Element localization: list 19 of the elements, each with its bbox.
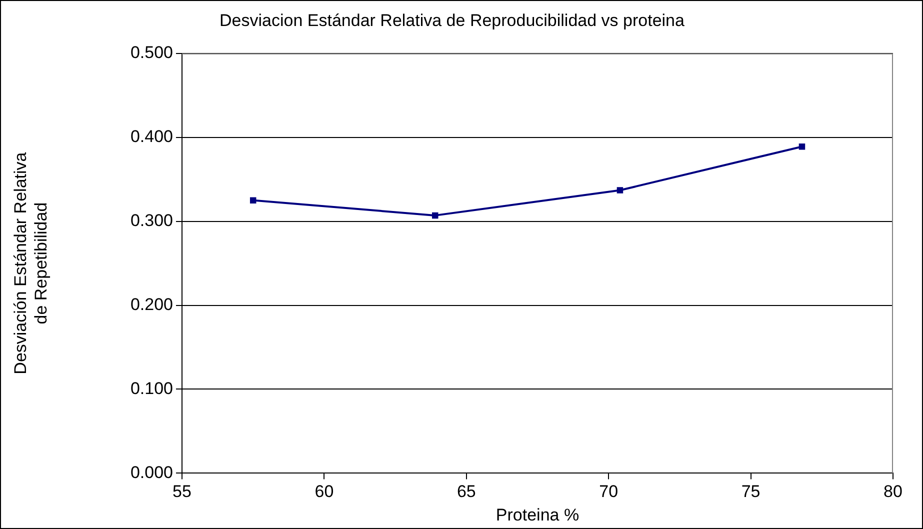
x-tick-label: 70 xyxy=(599,482,618,502)
y-tick-label: 0.300 xyxy=(130,211,173,230)
x-axis-title: Proteina % xyxy=(496,505,580,524)
point xyxy=(432,212,438,219)
point xyxy=(250,197,256,204)
y-tick-label: 0.400 xyxy=(130,127,173,146)
y-tick-label: 0.500 xyxy=(130,43,173,62)
y-tick-label: 0.100 xyxy=(130,378,173,398)
x-tick-label: 60 xyxy=(314,482,334,502)
y-tick-label: 0.200 xyxy=(130,294,173,314)
x-tick-label: 55 xyxy=(172,482,192,502)
y-axis-title: Desviación Estándar Relativa de Repetibilidad xyxy=(10,152,50,374)
x-tick-label: 65 xyxy=(456,482,476,502)
x-tick-label: 80 xyxy=(884,482,902,502)
x-tick-label: 75 xyxy=(741,482,760,502)
point xyxy=(798,143,806,150)
chart-title: Desviacion Estándar Relativa de Reproducibilidad vs proteina xyxy=(220,10,686,30)
y-tick-label: 0.000 xyxy=(130,462,173,482)
point xyxy=(616,187,624,194)
